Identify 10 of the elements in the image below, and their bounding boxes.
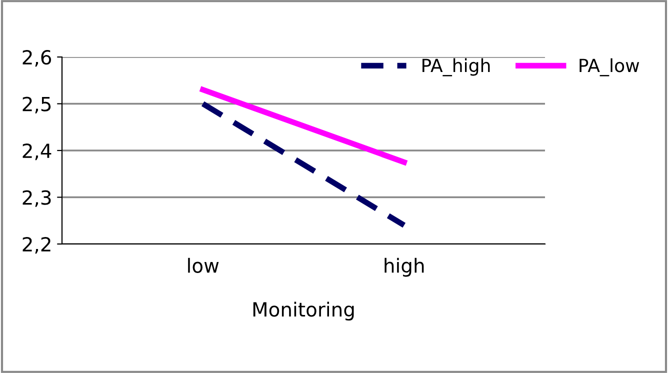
x-axis-title: Monitoring xyxy=(253,302,354,321)
legend-label: PA_low xyxy=(580,58,640,76)
y-tick-label: 2,3 xyxy=(22,190,51,207)
legend-label: PA_high xyxy=(422,58,490,76)
y-tick-label: 2,6 xyxy=(22,50,52,67)
y-tick-label: 2,2 xyxy=(22,236,50,254)
y-tick-label: 2,4 xyxy=(22,143,52,160)
y-tick-label: 2,5 xyxy=(22,96,51,114)
x-tick-label: low xyxy=(188,258,219,273)
x-tick-label: high xyxy=(384,258,424,277)
